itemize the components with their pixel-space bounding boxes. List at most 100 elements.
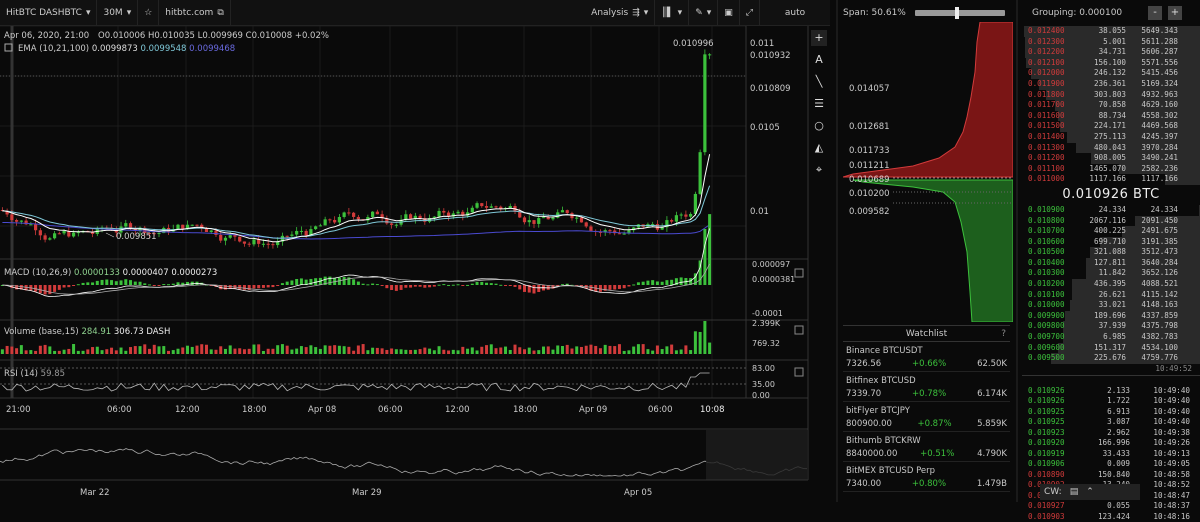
candle-body [39, 230, 42, 235]
candle-body [290, 235, 293, 236]
volume-bar [243, 349, 246, 354]
grouping-decrease-button[interactable]: - [1148, 6, 1162, 20]
book-price: 0.012300 [1022, 37, 1074, 48]
price-chart[interactable]: Apr 06, 2020, 21:00 O0.010006 H0.010035 … [0, 26, 830, 502]
analysis-label: Analysis [591, 8, 628, 18]
watchlist-item[interactable]: BitMEX BTCUSD Perp 7340.00+0.80%1.479B [843, 462, 1010, 492]
volume-bar [82, 351, 85, 354]
volume-bar [110, 348, 113, 354]
watchlist-item[interactable]: Bitfinex BTCUSD 7339.70+0.78%6.174K [843, 372, 1010, 402]
volume-bar [518, 347, 521, 354]
depth-chart[interactable]: 0.014057 0.012681 0.011733 0.011211 0.01… [843, 22, 1013, 322]
crosshair-icon[interactable]: ⌖ [811, 162, 827, 178]
book-total: 4932.963 [1126, 90, 1178, 101]
span-slider-handle[interactable] [955, 7, 959, 19]
text-tool-icon[interactable]: A [811, 52, 827, 68]
book-price: 0.010900 [1022, 205, 1074, 216]
circle-tool-icon[interactable]: ○ [811, 118, 827, 134]
macd-bar [139, 282, 142, 285]
macd-bar [400, 285, 403, 290]
watchlist-item[interactable]: Bithumb BTCKRW 8840000.00+0.51%4.790K [843, 432, 1010, 462]
overview-window[interactable] [706, 430, 808, 480]
chat-button[interactable]: CW: ▤⌃ [1040, 484, 1140, 500]
bar-type-menu[interactable]: ║▌▾ [655, 0, 689, 26]
price-axis-label: 0.010932 [750, 51, 791, 61]
book-total: 24.334 [1126, 205, 1178, 216]
candle-body [157, 233, 160, 234]
plus-icon[interactable]: + [811, 30, 827, 46]
macd-bar [442, 284, 445, 285]
drawing-menu[interactable]: ✎▾ [689, 0, 718, 26]
volume-bar [124, 351, 127, 354]
candle-body [243, 241, 246, 243]
candle-body [72, 233, 75, 237]
grouping-increase-button[interactable]: + [1168, 6, 1182, 20]
macd-bar [115, 281, 118, 285]
watchlist-price: 7339.70 [846, 388, 881, 401]
trade-price: 0.010926 [1022, 386, 1078, 397]
volume-bar [651, 351, 654, 354]
overview-axis-label: Apr 05 [624, 488, 652, 498]
site-link[interactable]: hitbtc.com⧉ [159, 0, 230, 26]
star-icon[interactable]: ☆ [138, 0, 159, 26]
volume-bar [575, 346, 578, 354]
volume-bar [461, 347, 464, 354]
trade-price: 0.010925 [1022, 407, 1078, 418]
span-slider[interactable] [915, 10, 1005, 16]
watchlist-item[interactable]: bitFlyer BTCJPY 800900.00+0.87%5.859K [843, 402, 1010, 432]
candle-body [314, 226, 317, 229]
line-tool-icon[interactable]: ╲ [811, 74, 827, 90]
fullscreen-button[interactable]: ⤢ [740, 0, 760, 26]
symbol-selector[interactable]: HitBTC DASHBTC▾ [0, 0, 97, 26]
watchlist-change: +0.66% [912, 358, 946, 371]
interval-selector[interactable]: 30M▾ [97, 0, 138, 26]
scale-mode-button[interactable]: auto [760, 0, 830, 26]
macd-bar [409, 285, 412, 288]
analysis-menu[interactable]: Analysis⇶▾ [585, 0, 655, 26]
volume-bar [665, 346, 668, 354]
screenshot-button[interactable]: ▣ [718, 0, 740, 26]
book-price: 0.011800 [1022, 90, 1074, 101]
macd-bar [39, 285, 42, 293]
book-size: 246.132 [1074, 68, 1126, 79]
fib-tool-icon[interactable]: ☰ [811, 96, 827, 112]
help-icon[interactable]: ? [1001, 326, 1006, 342]
candle-body [191, 225, 194, 226]
macd-bar [177, 282, 180, 285]
watchlist-change: +0.80% [912, 478, 946, 491]
macd-bar [143, 283, 146, 285]
measure-tool-icon[interactable]: ◭ [811, 140, 827, 156]
time-axis-label: 18:00 [242, 405, 267, 415]
watchlist-item[interactable]: Binance BTCUSDT 7326.56+0.66%62.50K [843, 342, 1010, 372]
